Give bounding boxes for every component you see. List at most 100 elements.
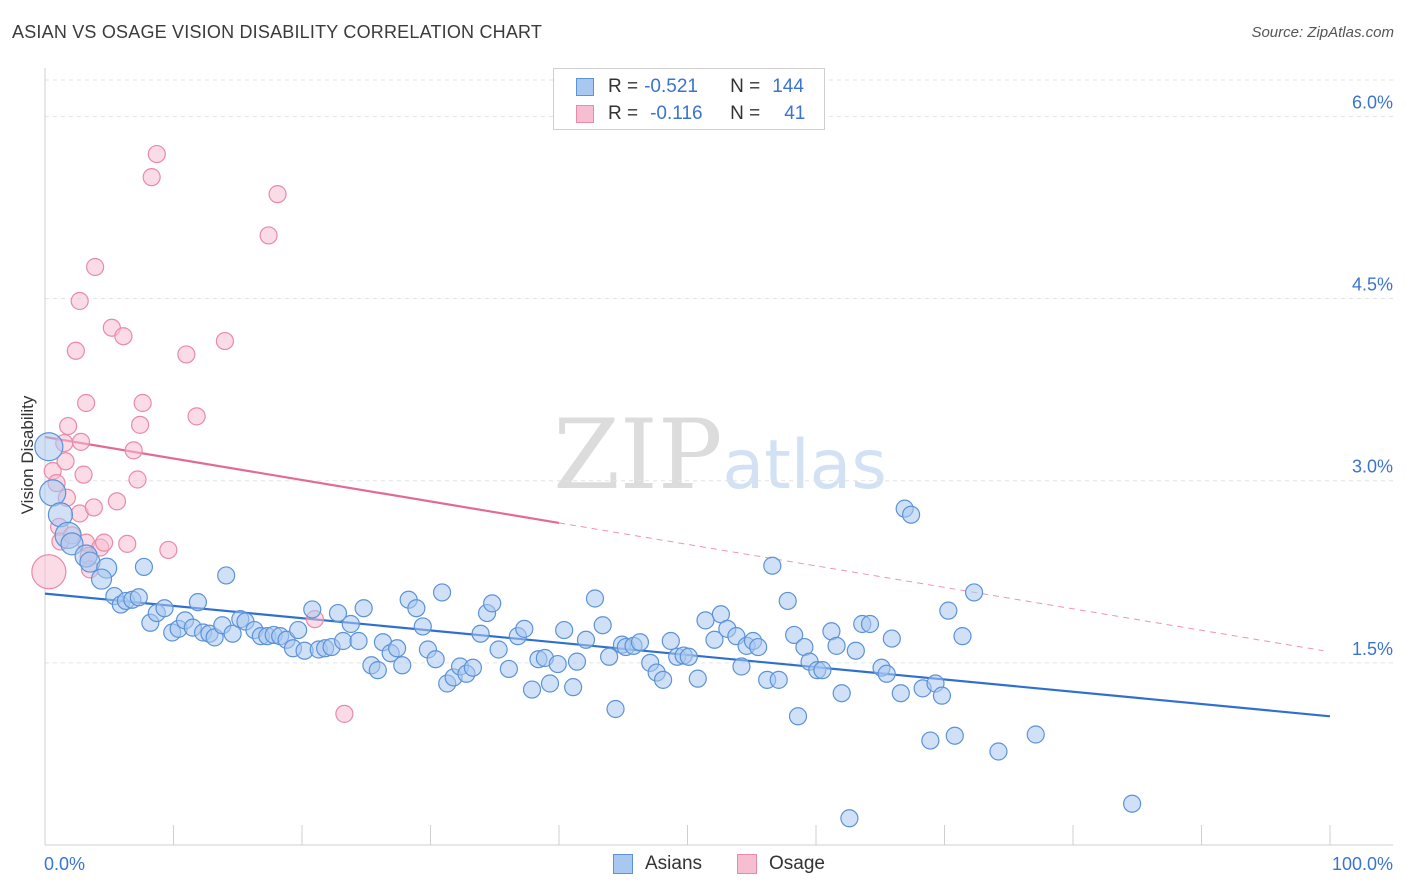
osage-data-point xyxy=(95,533,114,552)
asians-data-point xyxy=(653,670,673,689)
asians-data-point xyxy=(945,726,964,745)
x-tick-label-max: 100.0% xyxy=(1332,854,1393,874)
asians-data-point xyxy=(567,652,587,671)
asians-data-point xyxy=(223,624,242,643)
watermark: ZIPatlas xyxy=(553,399,887,511)
y-tick-label: 4.5% xyxy=(1352,275,1393,295)
trend-line-osage-extension xyxy=(558,522,1324,652)
asians-data-point xyxy=(705,630,724,649)
asians-data-point xyxy=(548,654,567,674)
asians-data-point xyxy=(555,620,574,640)
r-value: -0.116 xyxy=(650,103,703,124)
asians-data-point xyxy=(921,731,940,750)
asians-data-point xyxy=(499,659,518,679)
asians-data-point xyxy=(1123,794,1142,813)
asians-data-point xyxy=(129,588,148,607)
asians-data-point xyxy=(860,614,880,634)
asians-data-point xyxy=(407,599,426,618)
asians-data-point xyxy=(34,432,64,462)
n-label: N = xyxy=(730,76,761,97)
asians-data-point xyxy=(155,599,174,618)
asians-data-point xyxy=(749,637,768,657)
trend-line-osage xyxy=(44,435,560,525)
osage-data-point xyxy=(107,492,127,511)
asians-data-point xyxy=(354,599,373,618)
asians-data-point xyxy=(1026,725,1045,744)
bottom-legend-osage: Osage xyxy=(737,852,825,876)
bottom-legend-asians: Asians xyxy=(613,852,702,876)
asians-data-point xyxy=(788,707,808,726)
asians-data-point xyxy=(413,617,432,636)
osage-data-point xyxy=(31,554,67,590)
osage-data-point xyxy=(133,393,152,413)
osage-data-point xyxy=(86,257,105,277)
osage-data-point xyxy=(159,540,178,560)
asians-data-point xyxy=(778,591,797,611)
asians-legend-label: Asians xyxy=(645,853,703,874)
n-label: N = xyxy=(730,103,761,124)
asians-data-point xyxy=(606,699,625,719)
osage-data-point xyxy=(130,415,150,434)
asians-data-point xyxy=(679,647,698,666)
asians-data-point xyxy=(901,505,921,524)
osage-data-point xyxy=(124,441,143,460)
asians-data-point xyxy=(630,633,650,652)
asians-legend-swatch xyxy=(613,854,633,874)
y-tick-label: 3.0% xyxy=(1352,457,1393,477)
osage-data-point xyxy=(66,341,85,360)
asians-data-point xyxy=(90,568,113,590)
asians-data-point xyxy=(846,641,865,660)
asians-data-point xyxy=(932,686,952,705)
legend-row-osage: R = -0.116 N = 41 xyxy=(576,101,805,127)
asians-data-point xyxy=(564,678,583,697)
y-axis-label: Vision Disability xyxy=(18,395,37,514)
osage-data-point xyxy=(142,168,161,187)
asians-data-point xyxy=(785,625,804,645)
asians-data-point xyxy=(877,664,896,683)
asians-data-point xyxy=(939,601,958,620)
asians-data-point xyxy=(217,566,236,585)
correlation-legend: R = -0.521 N = 144 R = -0.116 N = 41 xyxy=(553,68,825,130)
osage-data-point xyxy=(56,452,75,471)
osage-data-point xyxy=(187,407,206,426)
asians-data-point xyxy=(432,583,452,602)
osage-data-point xyxy=(335,704,354,723)
asians-data-point xyxy=(882,629,901,648)
asians-data-point xyxy=(840,809,859,828)
asians-data-point xyxy=(540,674,560,693)
osage-data-point xyxy=(84,498,103,517)
asians-data-point xyxy=(769,670,788,689)
y-tick-label: 6.0% xyxy=(1352,92,1393,112)
asians-data-point xyxy=(593,616,612,635)
n-value: 41 xyxy=(784,103,806,124)
osage-data-point xyxy=(70,291,89,311)
osage-legend-label: Osage xyxy=(769,853,825,874)
osage-data-point xyxy=(118,534,137,553)
r-label: R = xyxy=(608,103,639,124)
asians-data-point xyxy=(832,684,851,703)
asians-data-point xyxy=(463,658,483,677)
osage-swatch xyxy=(576,105,594,123)
x-tick-label-min: 0.0% xyxy=(44,854,85,874)
n-value: 144 xyxy=(772,76,804,97)
osage-data-point xyxy=(59,416,78,436)
asians-data-point xyxy=(585,589,605,608)
osage-data-point xyxy=(268,185,287,204)
asians-data-point xyxy=(387,639,407,658)
asians-data-point xyxy=(328,603,348,623)
osage-data-point xyxy=(114,327,133,346)
osage-data-point xyxy=(215,331,234,351)
asians-data-point xyxy=(334,631,353,651)
asians-data-point xyxy=(813,661,832,680)
asians-data-point xyxy=(600,647,619,666)
asians-data-point xyxy=(696,611,715,630)
asians-data-point xyxy=(732,657,751,676)
asians-data-point xyxy=(515,619,534,638)
osage-data-point xyxy=(128,470,147,489)
osage-legend-swatch xyxy=(737,854,757,874)
osage-data-point xyxy=(147,144,166,164)
asians-data-point xyxy=(188,593,208,612)
legend-row-asians: R = -0.521 N = 144 xyxy=(576,74,804,100)
y-tick-label: 1.5% xyxy=(1352,639,1393,659)
